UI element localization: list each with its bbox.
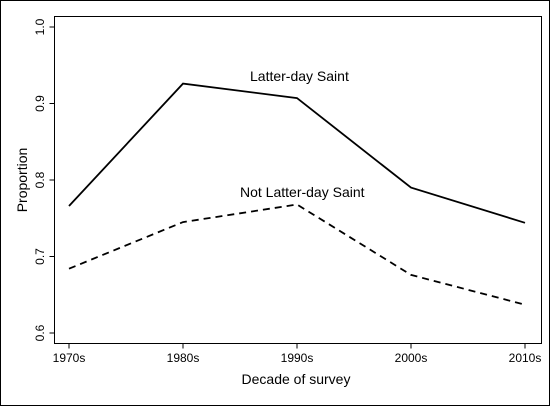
y-tick-label: 1.0: [33, 18, 47, 35]
y-tick-label: 0.7: [33, 248, 47, 265]
x-axis-ticks: 1970s 1980s 1990s 2000s 2010s: [53, 343, 542, 365]
y-axis-title: Proportion: [14, 148, 30, 213]
x-tick-label: 2010s: [509, 351, 542, 365]
series-label-not-latter-day-saint: Not Latter-day Saint: [240, 184, 365, 200]
x-tick-label: 2000s: [395, 351, 428, 365]
x-axis-title: Decade of survey: [242, 371, 351, 387]
series-label-latter-day-saint: Latter-day Saint: [250, 68, 349, 84]
y-tick-label: 0.6: [33, 324, 47, 341]
series-line-not-latter-day-saint: [68, 203, 526, 306]
y-axis-ticks: 0.6 0.7 0.8 0.9 1.0: [33, 18, 55, 341]
y-tick-label: 0.8: [33, 171, 47, 188]
y-tick-label: 0.9: [33, 95, 47, 112]
x-tick-label: 1980s: [167, 351, 200, 365]
x-tick-label: 1990s: [281, 351, 314, 365]
x-tick-label: 1970s: [53, 351, 86, 365]
series-lines: [68, 82, 526, 306]
series-labels: Latter-day Saint Not Latter-day Saint: [240, 68, 365, 200]
series-line-latter-day-saint: [68, 82, 526, 224]
